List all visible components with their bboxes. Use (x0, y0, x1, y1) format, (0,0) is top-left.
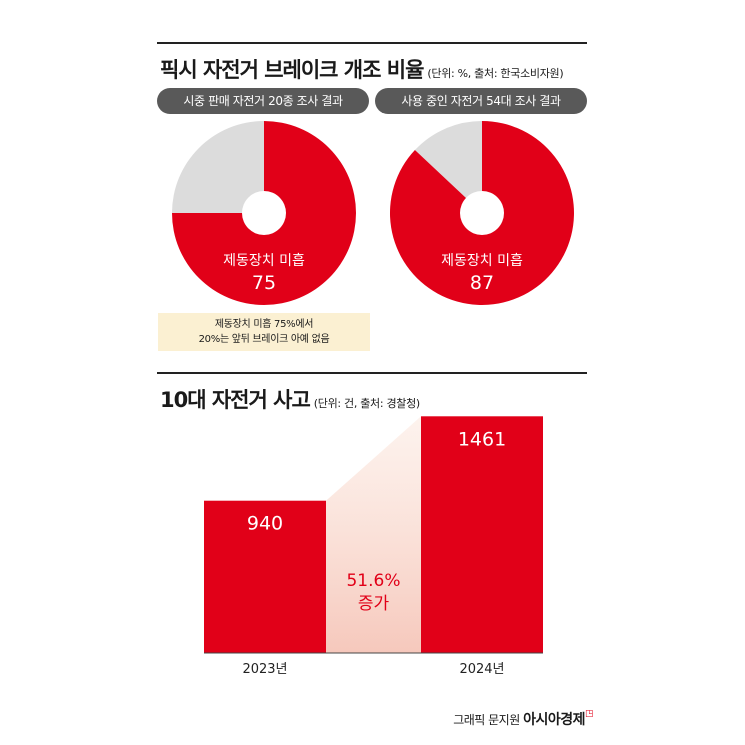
top-rule (157, 42, 587, 44)
bar-2024-category: 2024년 (459, 662, 504, 677)
credit-text: 그래픽 문지원 (453, 713, 520, 727)
note-box: 제동장치 미흡 75%에서 20%는 앞뒤 브레이크 아예 없음 (158, 313, 370, 351)
brand-mark-icon: ◳ (584, 709, 594, 719)
donut-section-title-text: 픽시 자전거 브레이크 개조 비율 (160, 58, 424, 82)
donut-left-hole (242, 191, 286, 235)
credit: 그래픽 문지원 아시아경제◳ (453, 709, 593, 729)
increase-percent: 51.6% (346, 571, 400, 591)
donut-section-unit: (단위: %, 출처: 한국소비자원) (427, 67, 564, 80)
donut-section-title: 픽시 자전거 브레이크 개조 비율 (단위: %, 출처: 한국소비자원) (160, 54, 564, 84)
bar-section-title: 10대 자전거 사고 (단위: 건, 출처: 경찰청) (160, 384, 420, 414)
brand-logo: 아시아경제 (523, 712, 585, 728)
donut-right-slice-value: 87 (470, 272, 494, 294)
bar-chart: 940 1461 2023년 2024년 51.6% 증가 (204, 416, 543, 677)
donut-left-rest-slice (172, 121, 264, 213)
increase-connector (326, 416, 421, 653)
donut-left-slice-label: 제동장치 미흡 (223, 253, 305, 269)
bar-section-unit: (단위: 건, 출처: 경찰청) (313, 397, 420, 410)
bar-2024 (421, 416, 543, 653)
donut-chart-left: 제동장치 미흡 75 (172, 121, 356, 305)
bar-2023 (204, 500, 326, 653)
bar-section-title-text: 10대 자전거 사고 (160, 388, 311, 412)
donut-right-pill: 사용 중인 자전거 54대 조사 결과 (375, 88, 587, 114)
donut-left-title: 시중 판매 자전거 20종 조사 결과 (183, 94, 343, 108)
donut-left-pill: 시중 판매 자전거 20종 조사 결과 (157, 88, 369, 114)
increase-label: 증가 (358, 594, 390, 614)
donut-right-slice-label: 제동장치 미흡 (441, 253, 523, 269)
donut-chart-right: 제동장치 미흡 87 (389, 121, 574, 306)
donut-right-rest-slice (414, 121, 482, 213)
donut-right-hole (460, 191, 504, 235)
bar-2023-category: 2023년 (242, 662, 287, 677)
bar-2024-value: 1461 (458, 428, 506, 450)
note-line-1: 제동장치 미흡 75%에서 (214, 319, 314, 330)
donut-right-title: 사용 중인 자전거 54대 조사 결과 (401, 94, 561, 108)
donut-left-slice-value: 75 (252, 272, 276, 294)
bar-2023-value: 940 (247, 513, 283, 535)
middle-rule (157, 372, 587, 374)
note-line-2: 20%는 앞뒤 브레이크 아예 없음 (198, 334, 330, 345)
